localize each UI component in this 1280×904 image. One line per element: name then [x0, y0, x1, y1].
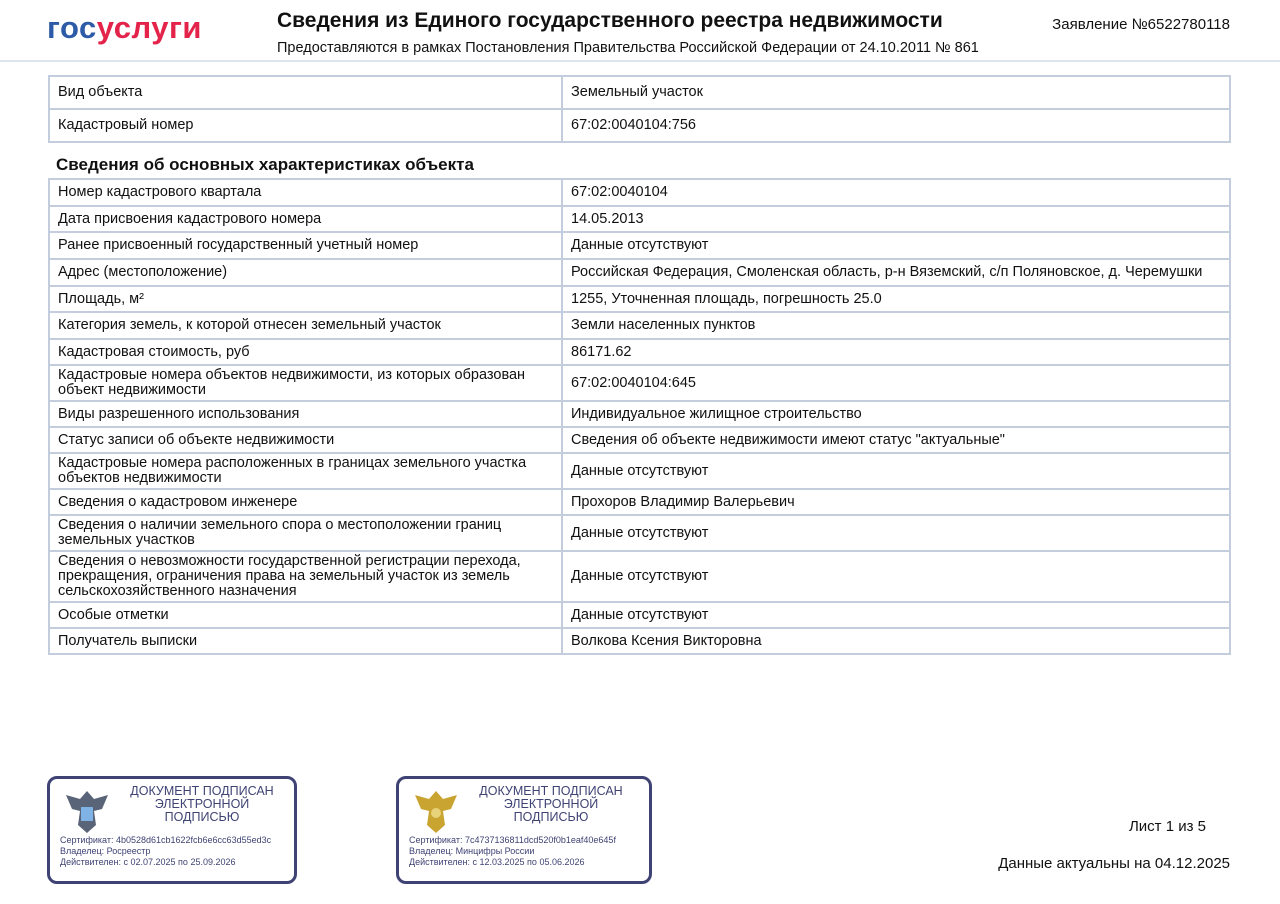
owner: Владелец: Минцифры России — [409, 846, 535, 856]
row-label: Особые отметки — [48, 601, 563, 629]
row-label: Кадастровые номера объектов недвижимости… — [48, 364, 563, 402]
table-row: Площадь, м² 1255, Уточненная площадь, пог… — [48, 285, 1231, 313]
row-label: Ранее присвоенный государственный учетны… — [48, 231, 563, 260]
row-label: Номер кадастрового квартала — [48, 178, 563, 207]
rosreestr-emblem-icon — [66, 791, 108, 833]
row-label: Кадастровый номер — [48, 108, 563, 143]
row-label: Сведения о кадастровом инженере — [48, 488, 563, 516]
row-value: Прохоров Владимир Валерьевич — [561, 488, 1231, 516]
row-label: Адрес (местоположение) — [48, 258, 563, 287]
table-row: Дата присвоения кадастрового номера 14.05… — [48, 205, 1231, 233]
application-number: Заявление №6522780118 — [1052, 16, 1230, 33]
row-label: Кадастровая стоимость, руб — [48, 338, 563, 366]
row-value: Данные отсутствуют — [561, 452, 1231, 490]
document-title: Сведения из Единого государственного рее… — [277, 9, 943, 32]
sheet-number: Лист 1 из 5 — [1128, 818, 1206, 835]
table-row: Кадастровые номера расположенных в грани… — [48, 452, 1231, 490]
row-label: Сведения о наличии земельного спора о ме… — [48, 514, 563, 552]
table-row: Получатель выписки Волкова Ксения Викторо… — [48, 627, 1231, 655]
row-label: Кадастровые номера расположенных в грани… — [48, 452, 563, 490]
row-value: 67:02:0040104:756 — [561, 108, 1231, 143]
document-subtitle: Предоставляются в рамках Постановления П… — [277, 40, 979, 56]
table-row: Ранее присвоенный государственный учетны… — [48, 231, 1231, 260]
characteristics-table: Номер кадастрового квартала 67:02:0040104… — [48, 178, 1231, 655]
row-label: Статус записи об объекте недвижимости — [48, 426, 563, 454]
header-divider — [0, 60, 1280, 62]
object-table: Вид объекта Земельный участок Кадастровый … — [48, 75, 1231, 143]
gosuslugi-logo[interactable]: госуслуги — [47, 10, 202, 45]
table-row: Сведения о наличии земельного спора о ме… — [48, 514, 1231, 552]
validity: Действителен: с 12.03.2025 по 05.06.2026 — [409, 857, 585, 867]
row-label: Получатель выписки — [48, 627, 563, 655]
table-row: Сведения о невозможности государственной… — [48, 550, 1231, 603]
row-value: Данные отсутствуют — [561, 550, 1231, 603]
row-label: Сведения о невозможности государственной… — [48, 550, 563, 603]
row-value: Российская Федерация, Смоленская область… — [561, 258, 1231, 287]
table-row: Сведения о кадастровом инженере Прохоров … — [48, 488, 1231, 516]
validity: Действителен: с 02.07.2025 по 25.09.2026 — [60, 857, 236, 867]
table-row: Адрес (местоположение) Российская Федерац… — [48, 258, 1231, 287]
owner: Владелец: Росреестр — [60, 846, 151, 856]
row-value: 67:02:0040104:645 — [561, 364, 1231, 402]
row-value: Сведения об объекте недвижимости имеют с… — [561, 426, 1231, 454]
table-row: Кадастровые номера объектов недвижимости… — [48, 364, 1231, 402]
table-row: Особые отметки Данные отсутствуют — [48, 601, 1231, 629]
table-row: Вид объекта Земельный участок — [48, 75, 1231, 110]
certificate: Сертификат: 7c4737136811dcd520f0b1eaf40e… — [409, 835, 616, 845]
table-row: Категория земель, к которой отнесен земе… — [48, 311, 1231, 340]
table-row: Виды разрешенного использования Индивиду… — [48, 400, 1231, 428]
row-label: Категория земель, к которой отнесен земе… — [48, 311, 563, 340]
row-value: 14.05.2013 — [561, 205, 1231, 233]
signature-stamp-rosreestr: ДОКУМЕНТ ПОДПИСАН ЭЛЕКТРОННОЙ ПОДПИСЬЮ С… — [47, 776, 297, 884]
row-value: Земельный участок — [561, 75, 1231, 110]
row-label: Площадь, м² — [48, 285, 563, 313]
row-value: Индивидуальное жилищное строительство — [561, 400, 1231, 428]
row-value: Данные отсутствуют — [561, 231, 1231, 260]
row-label: Вид объекта — [48, 75, 563, 110]
table-row: Кадастровый номер 67:02:0040104:756 — [48, 108, 1231, 143]
row-value: Данные отсутствуют — [561, 514, 1231, 552]
row-label: Дата присвоения кадастрового номера — [48, 205, 563, 233]
coat-of-arms-icon — [415, 791, 457, 833]
section-title: Сведения об основных характеристиках объ… — [56, 155, 474, 174]
row-value: Данные отсутствуют — [561, 601, 1231, 629]
signature-stamp-mintsifry: ДОКУМЕНТ ПОДПИСАН ЭЛЕКТРОННОЙ ПОДПИСЬЮ С… — [396, 776, 652, 884]
data-actual-date: Данные актуальны на 04.12.2025 — [998, 855, 1230, 872]
table-row: Статус записи об объекте недвижимости Све… — [48, 426, 1231, 454]
row-value: Волкова Ксения Викторовна — [561, 627, 1231, 655]
row-value: 67:02:0040104 — [561, 178, 1231, 207]
row-label: Виды разрешенного использования — [48, 400, 563, 428]
row-value: Земли населенных пунктов — [561, 311, 1231, 340]
table-row: Кадастровая стоимость, руб 86171.62 — [48, 338, 1231, 366]
row-value: 86171.62 — [561, 338, 1231, 366]
table-row: Номер кадастрового квартала 67:02:0040104 — [48, 178, 1231, 207]
row-value: 1255, Уточненная площадь, погрешность 25… — [561, 285, 1231, 313]
certificate: Сертификат: 4b0528d61cb1622fcb6e6cc63d55… — [60, 835, 272, 845]
